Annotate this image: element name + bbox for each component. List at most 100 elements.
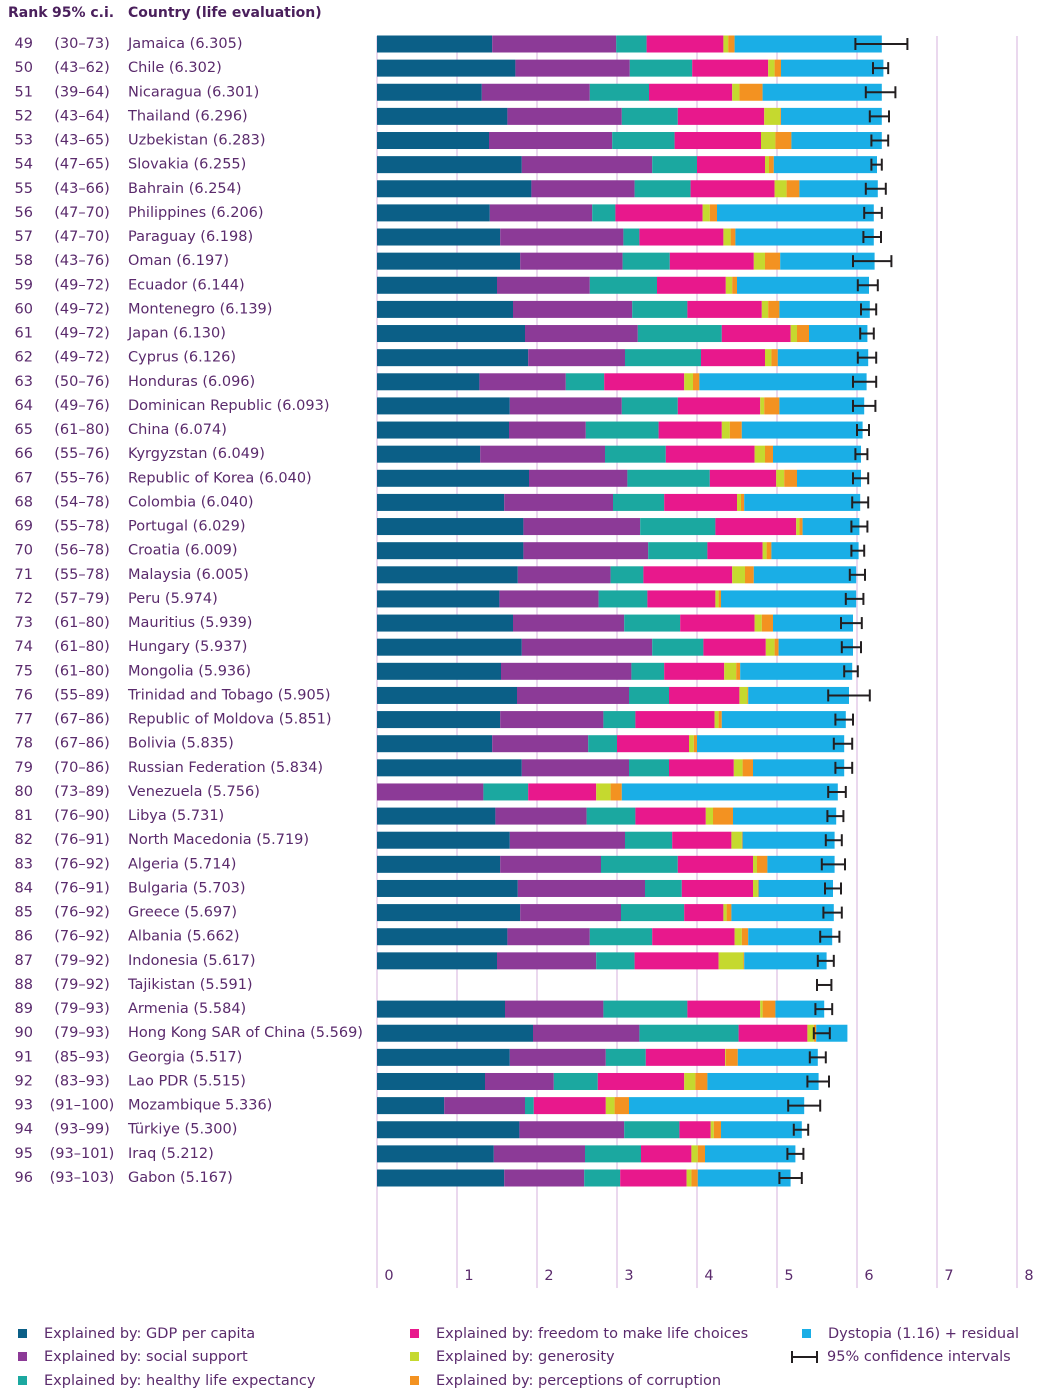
bar-segment xyxy=(601,855,678,873)
bar-segment xyxy=(753,566,857,584)
confidence-interval xyxy=(816,954,835,967)
bar-segment xyxy=(635,711,715,729)
rank: 71 xyxy=(15,567,33,583)
bar-segment xyxy=(377,59,516,77)
country-label: Lao PDR (5.515) xyxy=(128,1073,246,1089)
x-tick-label: 1 xyxy=(464,1268,473,1284)
ci-range: (49–72) xyxy=(54,326,109,342)
bar-segment xyxy=(709,469,777,487)
bar-segment xyxy=(730,228,736,246)
ci-range: (61–80) xyxy=(54,663,109,679)
bar-segment xyxy=(781,107,882,125)
bar-segment xyxy=(377,590,500,608)
bar-segment xyxy=(781,59,884,77)
bar-segment xyxy=(786,180,800,198)
ci-range: (76–92) xyxy=(54,856,109,872)
ci-range: (76–91) xyxy=(54,832,109,848)
ci-range: (47–65) xyxy=(54,157,109,173)
bar-segment xyxy=(657,276,726,294)
rank: 67 xyxy=(15,470,33,486)
bar-segment xyxy=(697,1169,791,1187)
rank: 80 xyxy=(15,784,33,800)
confidence-interval xyxy=(786,1147,805,1160)
bar-segment xyxy=(669,252,754,270)
country-label: Türkiye (5.300) xyxy=(127,1122,237,1138)
country-label: Portugal (6.029) xyxy=(128,519,246,535)
confidence-interval xyxy=(808,1051,827,1064)
bar-segment xyxy=(513,614,625,632)
bar-segment xyxy=(741,831,743,849)
confidence-interval xyxy=(814,1003,834,1016)
bar-segment xyxy=(377,759,522,777)
bar-segment xyxy=(693,373,700,391)
bar-segment xyxy=(377,349,529,367)
bar-segment xyxy=(744,952,827,970)
bar-segment xyxy=(739,83,763,101)
rank: 58 xyxy=(15,253,33,269)
bar-segment xyxy=(761,300,769,318)
bar-segment xyxy=(684,904,724,922)
confidence-interval xyxy=(868,110,890,123)
country-label: Japan (6.130) xyxy=(127,326,226,342)
ci-range: (56–78) xyxy=(54,543,109,559)
bar-segment xyxy=(509,831,625,849)
country-label: Uzbekistan (6.283) xyxy=(128,133,266,149)
bar-segment xyxy=(377,1169,505,1187)
bar-segment xyxy=(726,904,732,922)
x-tick-label: 7 xyxy=(944,1268,953,1284)
bar-segment xyxy=(521,759,629,777)
bar-segment xyxy=(377,879,518,897)
confidence-interval xyxy=(822,906,843,919)
bar-segment xyxy=(677,107,765,125)
bar-segment xyxy=(725,1048,738,1066)
bar-segment xyxy=(610,566,644,584)
ci-range: (83–93) xyxy=(54,1073,109,1089)
bar-segment xyxy=(509,397,622,415)
bar-segment xyxy=(377,421,509,439)
bar-segment xyxy=(377,469,529,487)
bar-segment xyxy=(799,518,803,536)
bar-segment xyxy=(631,662,665,680)
bar-segment xyxy=(797,325,809,343)
bar-segment xyxy=(585,421,659,439)
bar-segment xyxy=(589,83,649,101)
rank: 57 xyxy=(15,229,33,245)
bar-segment xyxy=(765,156,769,174)
rank: 56 xyxy=(15,205,33,221)
bar-segment xyxy=(725,1048,726,1066)
bar-segment xyxy=(588,735,617,753)
country-label: Russian Federation (5.834) xyxy=(128,760,323,776)
legend-label: Dystopia (1.16) + residual xyxy=(828,1326,1019,1342)
legend-label: Explained by: perceptions of corruption xyxy=(436,1373,721,1389)
confidence-interval xyxy=(787,1099,822,1112)
bar-segment xyxy=(377,638,522,656)
bar-segment xyxy=(760,397,765,415)
ci-range: (61–80) xyxy=(54,639,109,655)
bar-segment xyxy=(773,156,877,174)
bar-segment xyxy=(640,518,716,536)
bar-segment xyxy=(634,180,691,198)
bar-segment xyxy=(517,879,645,897)
bar-segment xyxy=(718,711,722,729)
bar-segment xyxy=(707,1072,819,1090)
ci-range: (49–76) xyxy=(54,398,109,414)
bar-segment xyxy=(757,879,759,897)
legend-label: Explained by: healthy life expectancy xyxy=(44,1373,316,1389)
bar-segment xyxy=(753,879,758,897)
ci-range: (47–70) xyxy=(54,205,109,221)
ci-range: (79–92) xyxy=(54,977,109,993)
bar-segment xyxy=(748,686,849,704)
bar-segment xyxy=(377,952,497,970)
confidence-interval xyxy=(844,592,865,605)
rank: 88 xyxy=(15,977,33,993)
rank: 77 xyxy=(15,712,33,728)
bar-segment xyxy=(705,807,713,825)
bar-segment xyxy=(737,276,869,294)
confidence-interval xyxy=(850,520,869,533)
bar-segment xyxy=(645,879,682,897)
x-tick-label: 5 xyxy=(784,1268,793,1284)
bar-segment xyxy=(605,1048,646,1066)
rank: 84 xyxy=(15,880,33,896)
bar-segment xyxy=(784,469,797,487)
bar-segment xyxy=(721,590,857,608)
